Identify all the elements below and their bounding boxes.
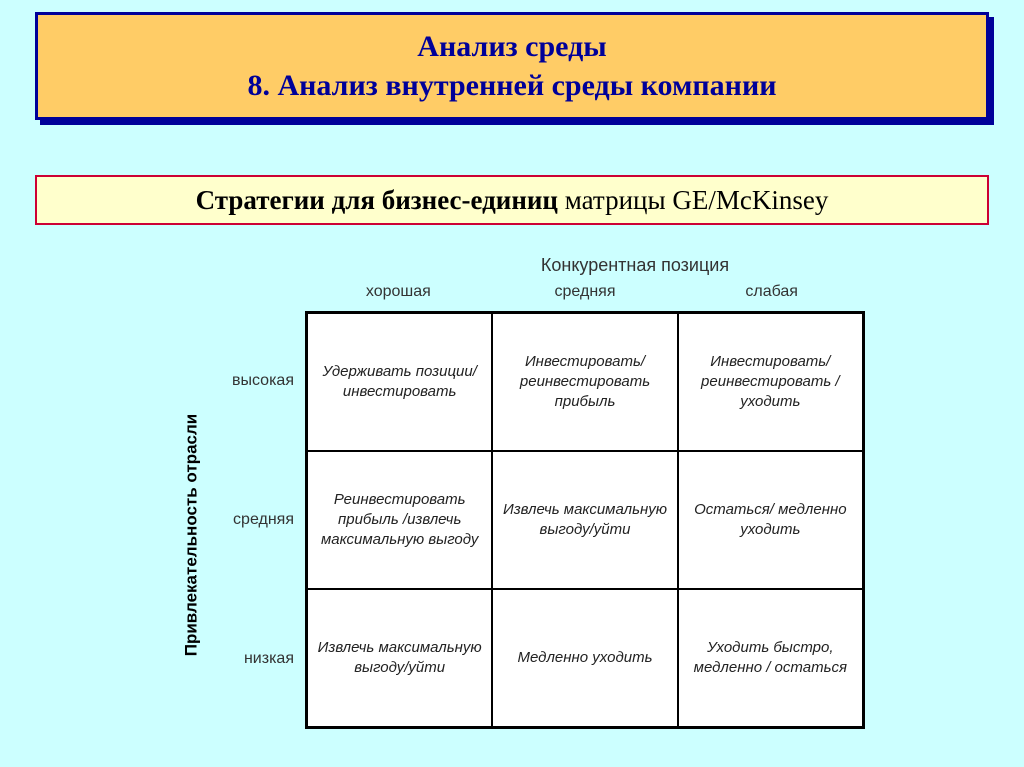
cell-1-2: Остаться/ медленно уходить (678, 451, 863, 589)
col-header-0: хорошая (305, 283, 492, 301)
title-line-2: 8. Анализ внутренней среды компании (247, 66, 776, 105)
cell-0-0: Удерживать позиции/ инвестировать (307, 313, 492, 451)
row-header-2: низкая (220, 590, 302, 729)
subtitle-rest: матрицы GE/McKinsey (558, 185, 828, 215)
row-headers: высокая средняя низкая (220, 311, 302, 729)
cell-0-1: Инвестировать/ реинвестировать прибыль (492, 313, 677, 451)
col-header-1: средняя (492, 283, 679, 301)
subtitle-box: Стратегии для бизнес-единиц матрицы GE/M… (35, 175, 989, 225)
matrix-grid: Удерживать позиции/ инвестировать Инвест… (305, 311, 865, 729)
subtitle-bold: Стратегии для бизнес-единиц (196, 185, 558, 215)
cell-2-2: Уходить быстро, медленно / остаться (678, 589, 863, 727)
cell-1-1: Извлечь максимальную выгоду/уйти (492, 451, 677, 589)
col-headers: хорошая средняя слабая (305, 283, 865, 301)
col-header-2: слабая (678, 283, 865, 301)
cell-1-0: Реинвестировать прибыль /извлечь максима… (307, 451, 492, 589)
title-box: Анализ среды 8. Анализ внутренней среды … (35, 12, 989, 120)
cell-2-1: Медленно уходить (492, 589, 677, 727)
subtitle-text: Стратегии для бизнес-единиц матрицы GE/M… (196, 185, 829, 216)
title-line-1: Анализ среды (417, 27, 606, 66)
left-axis-title: Привлекательность отрасли (181, 414, 201, 657)
row-header-1: средняя (220, 450, 302, 589)
cell-0-2: Инвестировать/ реинвестировать / уходить (678, 313, 863, 451)
top-axis-title: Конкурентная позиция (405, 255, 865, 276)
row-header-0: высокая (220, 311, 302, 450)
cell-2-0: Извлечь максимальную выгоду/уйти (307, 589, 492, 727)
